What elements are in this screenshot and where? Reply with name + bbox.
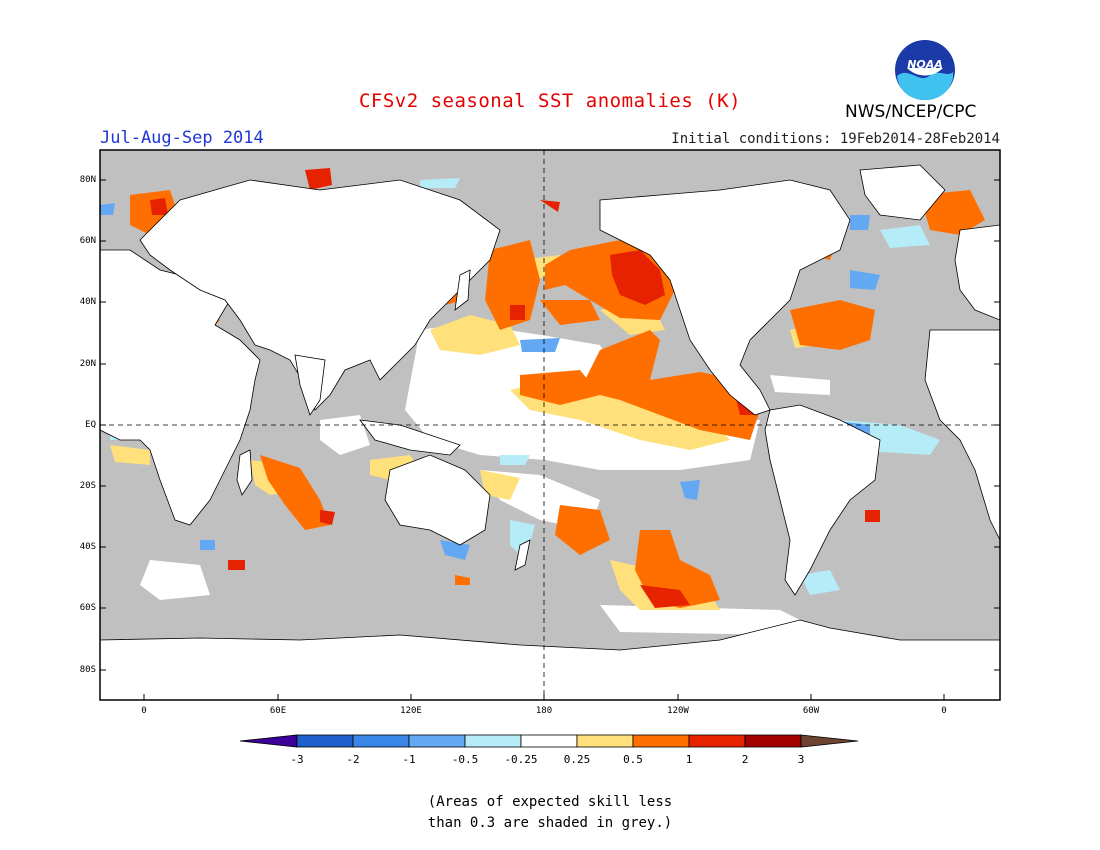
colorbar-label: 0.25 [563, 753, 591, 766]
africa-right [924, 329, 1000, 541]
lat-label: 20N [79, 359, 96, 369]
india [294, 354, 326, 416]
footnote-line: than 0.3 are shaded in grey.) [427, 815, 673, 831]
lat-label: 60N [79, 236, 96, 246]
lon-label: 120W [667, 706, 689, 716]
colorbar-label: 3 [797, 753, 805, 766]
indonesia [359, 419, 461, 456]
north-america [599, 179, 851, 416]
lat-label: 20S [79, 481, 96, 491]
greenland [859, 164, 946, 221]
colorbar-low-arrow [239, 734, 298, 748]
lon-label: 0 [141, 706, 147, 716]
south-america [764, 404, 881, 596]
lon-label: 120E [400, 706, 422, 716]
lat-label: EQ [85, 420, 96, 430]
agency-label: NWS/NCEP/CPC [845, 102, 977, 122]
colorbar-label: 0.5 [623, 753, 643, 766]
lon-label: 0 [941, 706, 947, 716]
new-zealand [514, 539, 531, 571]
noaa-logo-icon: NOAA [895, 40, 955, 100]
asia [139, 179, 501, 411]
colorbar-label: -0.5 [451, 753, 479, 766]
lat-label: 40N [79, 297, 96, 307]
colorbar-swatch [576, 734, 634, 748]
lon-ticks [143, 694, 945, 700]
japan [454, 269, 471, 311]
colorbar-label: 1 [685, 753, 693, 766]
madagascar [236, 449, 253, 496]
logo-text: NOAA [907, 58, 943, 71]
colorbar-swatch [744, 734, 802, 748]
footnote-line: (Areas of expected skill less [427, 794, 673, 810]
colorbar-label: 2 [741, 753, 749, 766]
colorbar-swatch [464, 734, 522, 748]
season-label: Jul-Aug-Sep 2014 [100, 128, 264, 148]
colorbar [239, 734, 859, 748]
antarctica [100, 619, 1000, 700]
colorbar-swatch [296, 734, 354, 748]
lat-label: 80S [79, 665, 96, 675]
lon-label: 60E [269, 706, 287, 716]
initial-conditions-label: Initial conditions: 19Feb2014-28Feb2014 [671, 131, 1000, 147]
lat-label: 60S [79, 603, 96, 613]
colorbar-label: -0.25 [504, 753, 538, 766]
colorbar-label: -2 [346, 753, 360, 766]
colorbar-high-arrow [800, 734, 859, 748]
colorbar-label: -1 [402, 753, 416, 766]
skill-footnote: (Areas of expected skill less than 0.3 a… [0, 792, 1100, 834]
colorbar-swatch [352, 734, 410, 748]
colorbar-swatch [632, 734, 690, 748]
lat-label: 80N [79, 175, 96, 185]
lon-label: 180 [535, 706, 553, 716]
europe-right [954, 224, 1000, 321]
colorbar-swatch [520, 734, 578, 748]
lon-label: 60W [802, 706, 820, 716]
lat-ticks [100, 179, 1000, 671]
land-masses [100, 164, 1000, 700]
colorbar-label: -3 [290, 753, 304, 766]
colorbar-swatch [688, 734, 746, 748]
colorbar-swatch [408, 734, 466, 748]
australia [384, 454, 491, 546]
lat-label: 40S [79, 542, 96, 552]
chart-title: CFSv2 seasonal SST anomalies (K) [358, 90, 742, 112]
